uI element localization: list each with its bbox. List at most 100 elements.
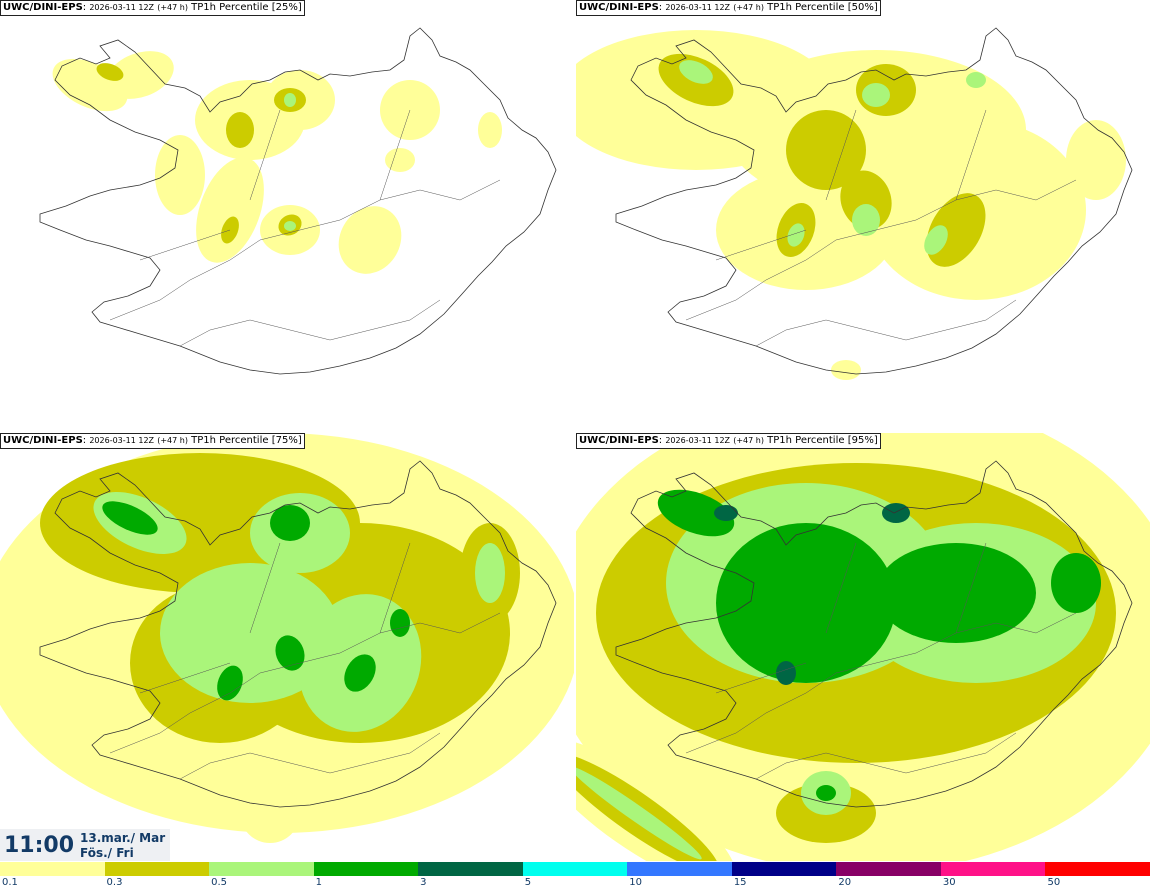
colorbar-swatch bbox=[522, 862, 628, 876]
panel-title: UWC/DINI-EPS: 2026-03-11 12Z (+47 h) TP1… bbox=[0, 0, 305, 16]
coastline bbox=[39, 27, 557, 375]
precip-contour bbox=[284, 93, 296, 107]
precip-contour bbox=[338, 206, 402, 274]
road-line bbox=[715, 229, 807, 261]
precip-map-p50 bbox=[576, 27, 1133, 380]
valid-time: 11:00 bbox=[4, 833, 75, 858]
road-line bbox=[685, 179, 1077, 321]
road-line bbox=[825, 109, 857, 201]
map-panel-p25: UWC/DINI-EPS: 2026-03-11 12Z (+47 h) TP1… bbox=[0, 0, 574, 428]
valid-time-box: 11:00 13.mar./ Mar Fös./ Fri bbox=[0, 829, 170, 861]
road-line bbox=[955, 109, 987, 201]
precip-contour bbox=[786, 110, 866, 190]
precip-contour bbox=[576, 766, 702, 860]
road-line bbox=[109, 612, 501, 754]
precip-map-p75 bbox=[0, 433, 574, 843]
precip-map-p95 bbox=[576, 433, 1150, 861]
colorbar-labels: 0.1 0.3 0.5 1 3 5 10 15 20 30 50 bbox=[0, 876, 1150, 891]
valid-date: 13.mar./ Mar bbox=[80, 831, 166, 845]
panel-title: UWC/DINI-EPS: 2026-03-11 12Z (+47 h) TP1… bbox=[576, 0, 881, 16]
precip-contour bbox=[275, 635, 305, 671]
valid-weekday: Fös./ Fri bbox=[80, 846, 134, 860]
precip-contour bbox=[344, 654, 376, 692]
precip-contour bbox=[657, 489, 735, 537]
colorbar-label: 10 bbox=[629, 877, 642, 888]
road-line bbox=[379, 109, 411, 201]
panel-title: UWC/DINI-EPS: 2026-03-11 12Z (+47 h) TP1… bbox=[0, 433, 305, 449]
colorbar-swatch bbox=[209, 862, 314, 876]
precip-contour bbox=[155, 135, 205, 215]
precip-contour bbox=[816, 785, 836, 801]
precip-contour bbox=[882, 503, 910, 523]
precip-contour bbox=[1066, 120, 1126, 200]
colorbar-label: 3 bbox=[420, 877, 427, 888]
colorbar-label: 0.1 bbox=[2, 877, 18, 888]
precip-contour bbox=[831, 360, 861, 380]
coastline bbox=[615, 460, 1133, 808]
colorbar-swatch bbox=[836, 862, 941, 876]
precip-contour bbox=[196, 157, 264, 263]
colorbar-label: 15 bbox=[733, 877, 747, 888]
colorbar-swatch bbox=[313, 862, 419, 876]
precip-contour bbox=[240, 783, 300, 843]
road-line bbox=[825, 542, 857, 634]
road-line bbox=[179, 732, 441, 780]
colorbar-swatch bbox=[627, 862, 732, 876]
road-line bbox=[179, 299, 441, 347]
precip-contour bbox=[102, 501, 158, 535]
colorbar-swatch bbox=[0, 862, 105, 876]
colorbar-label: 30 bbox=[942, 877, 956, 888]
precip-contour bbox=[217, 665, 243, 701]
precip-contour bbox=[876, 543, 1036, 643]
precip-contour bbox=[226, 112, 254, 148]
precip-contour bbox=[270, 505, 310, 541]
precip-contour bbox=[716, 523, 896, 683]
precip-contour bbox=[862, 83, 890, 107]
road-line bbox=[139, 662, 231, 694]
coastline bbox=[39, 460, 557, 808]
precip-map-p25 bbox=[39, 27, 557, 375]
road-line bbox=[249, 109, 281, 201]
colorbar-label: 0.5 bbox=[211, 877, 227, 888]
precip-contour bbox=[106, 51, 174, 99]
colorbar-swatch bbox=[940, 862, 1046, 876]
precip-contour bbox=[852, 204, 880, 236]
precip-contour bbox=[924, 225, 948, 255]
precip-contour bbox=[714, 505, 738, 521]
colorbar-swatch bbox=[731, 862, 837, 876]
precip-contour bbox=[787, 223, 805, 247]
colorbar-label: 50 bbox=[1047, 877, 1061, 888]
coastline bbox=[615, 27, 1133, 375]
map-panel-p95: UWC/DINI-EPS: 2026-03-11 12Z (+47 h) TP1… bbox=[576, 433, 1150, 861]
precip-contour bbox=[966, 72, 986, 88]
precip-contour bbox=[776, 661, 796, 685]
road-line bbox=[715, 662, 807, 694]
road-line bbox=[955, 542, 987, 634]
road-line bbox=[755, 299, 1017, 347]
colorbar-swatch bbox=[1045, 862, 1150, 876]
precip-contour bbox=[679, 60, 713, 84]
colorbar-swatch bbox=[104, 862, 210, 876]
map-panel-p75: UWC/DINI-EPS: 2026-03-11 12Z (+47 h) TP1… bbox=[0, 433, 574, 861]
precip-contour bbox=[96, 63, 124, 81]
colorbar-label: 0.3 bbox=[106, 877, 123, 888]
map-panel-p50: UWC/DINI-EPS: 2026-03-11 12Z (+47 h) TP1… bbox=[576, 0, 1150, 428]
panel-title: UWC/DINI-EPS: 2026-03-11 12Z (+47 h) TP1… bbox=[576, 433, 881, 449]
colorbar-swatch bbox=[418, 862, 523, 876]
road-line bbox=[755, 732, 1017, 780]
precip-contour bbox=[475, 543, 505, 603]
road-line bbox=[249, 542, 281, 634]
precip-field bbox=[576, 30, 1126, 380]
road-line bbox=[685, 612, 1077, 754]
precip-contour bbox=[385, 148, 415, 172]
colorbar-label: 20 bbox=[838, 877, 852, 888]
precip-contour bbox=[284, 221, 296, 231]
colorbar-label: 1 bbox=[315, 877, 322, 888]
precip-contour bbox=[478, 112, 502, 148]
colorbar bbox=[0, 862, 1150, 876]
precip-field bbox=[52, 51, 502, 274]
precip-field bbox=[0, 433, 574, 843]
precip-field bbox=[576, 433, 1150, 861]
colorbar-label: 5 bbox=[524, 877, 532, 888]
road-line bbox=[139, 229, 231, 261]
